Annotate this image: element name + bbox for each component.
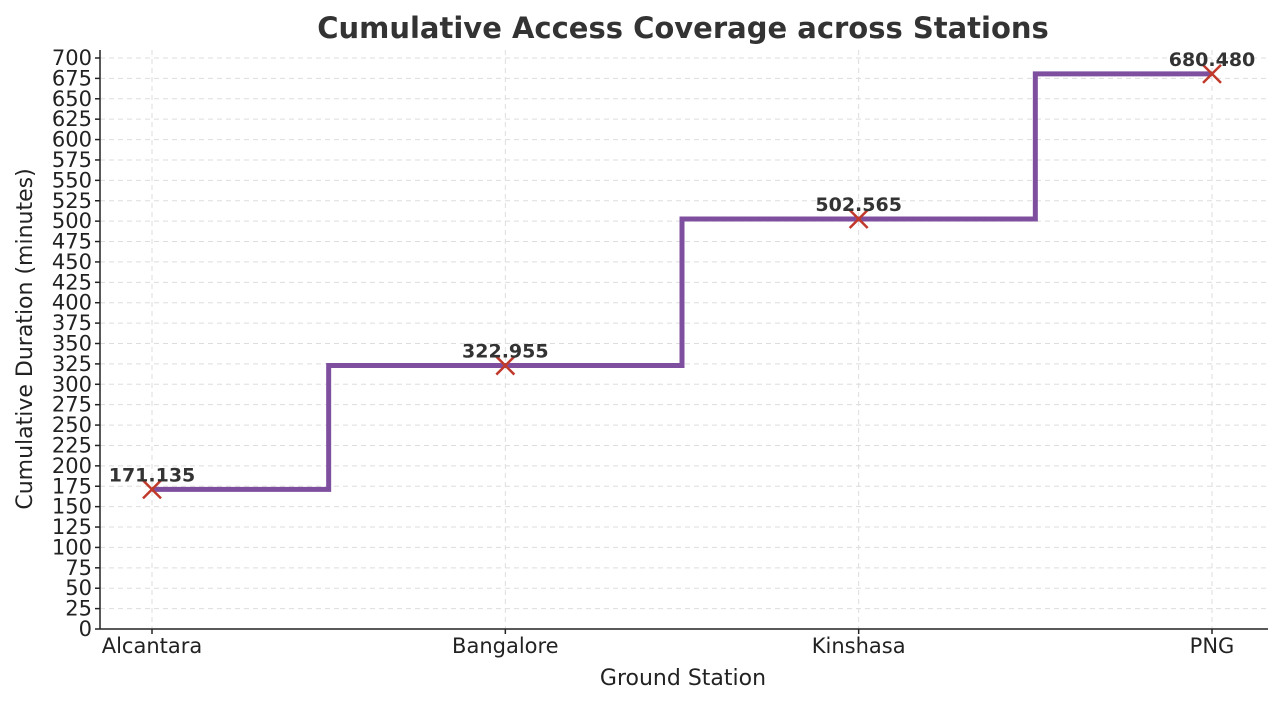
y-tick-label: 250 (52, 413, 92, 437)
y-tick-label: 625 (52, 107, 92, 131)
y-tick-label: 200 (52, 454, 92, 478)
x-axis-label: Ground Station (600, 666, 766, 691)
y-tick-label: 550 (52, 168, 92, 192)
x-tick-label: PNG (1190, 634, 1235, 658)
x-tick-label: Alcantara (102, 634, 203, 658)
x-axis-ticks: Alcantara Bangalore Kinshasa PNG (102, 629, 1235, 658)
y-tick-label: 100 (52, 535, 92, 559)
data-markers (142, 64, 1222, 500)
series-line (152, 71, 1212, 492)
y-tick-label: 375 (52, 311, 92, 335)
y-tick-label: 125 (52, 515, 92, 539)
x-tick-label: Kinshasa (812, 634, 906, 658)
data-point-marker (848, 209, 869, 229)
y-tick-label: 150 (52, 495, 92, 519)
y-tick-label: 325 (52, 352, 92, 376)
y-axis-label: Cumulative Duration (minutes) (13, 168, 38, 509)
x-tick-label: Bangalore (452, 634, 559, 658)
y-tick-label: 350 (52, 332, 92, 356)
data-label: 680.480 (1169, 49, 1256, 71)
y-tick-label: 25 (65, 597, 92, 621)
y-tick-label: 700 (52, 46, 92, 70)
data-labels: 171.135 322.955 502.565 680.480 (109, 49, 1256, 486)
y-axis-ticks: 0255075100125150175200225250275300325350… (52, 46, 100, 641)
y-tick-label: 0 (79, 617, 92, 641)
y-tick-label: 425 (52, 270, 92, 294)
y-tick-label: 675 (52, 66, 92, 90)
y-tick-label: 475 (52, 230, 92, 254)
data-point-marker (142, 479, 162, 500)
grid (100, 50, 1268, 630)
chart-title: Cumulative Access Coverage across Statio… (317, 11, 1049, 45)
y-tick-label: 500 (52, 209, 92, 233)
y-tick-label: 450 (52, 250, 92, 274)
y-tick-label: 525 (52, 189, 92, 213)
y-tick-label: 300 (52, 372, 92, 396)
y-tick-label: 75 (65, 556, 92, 580)
y-tick-label: 575 (52, 148, 92, 172)
data-point-marker (495, 355, 516, 376)
y-tick-label: 600 (52, 128, 92, 152)
y-tick-label: 175 (52, 474, 92, 498)
y-tick-label: 650 (52, 87, 92, 111)
y-tick-label: 400 (52, 291, 92, 315)
y-tick-label: 50 (65, 576, 92, 600)
data-label: 171.135 (109, 464, 196, 486)
y-tick-label: 225 (52, 433, 92, 457)
data-label: 322.955 (462, 341, 549, 363)
data-point-marker (1202, 64, 1222, 84)
y-tick-label: 275 (52, 393, 92, 417)
data-label: 502.565 (815, 194, 902, 216)
